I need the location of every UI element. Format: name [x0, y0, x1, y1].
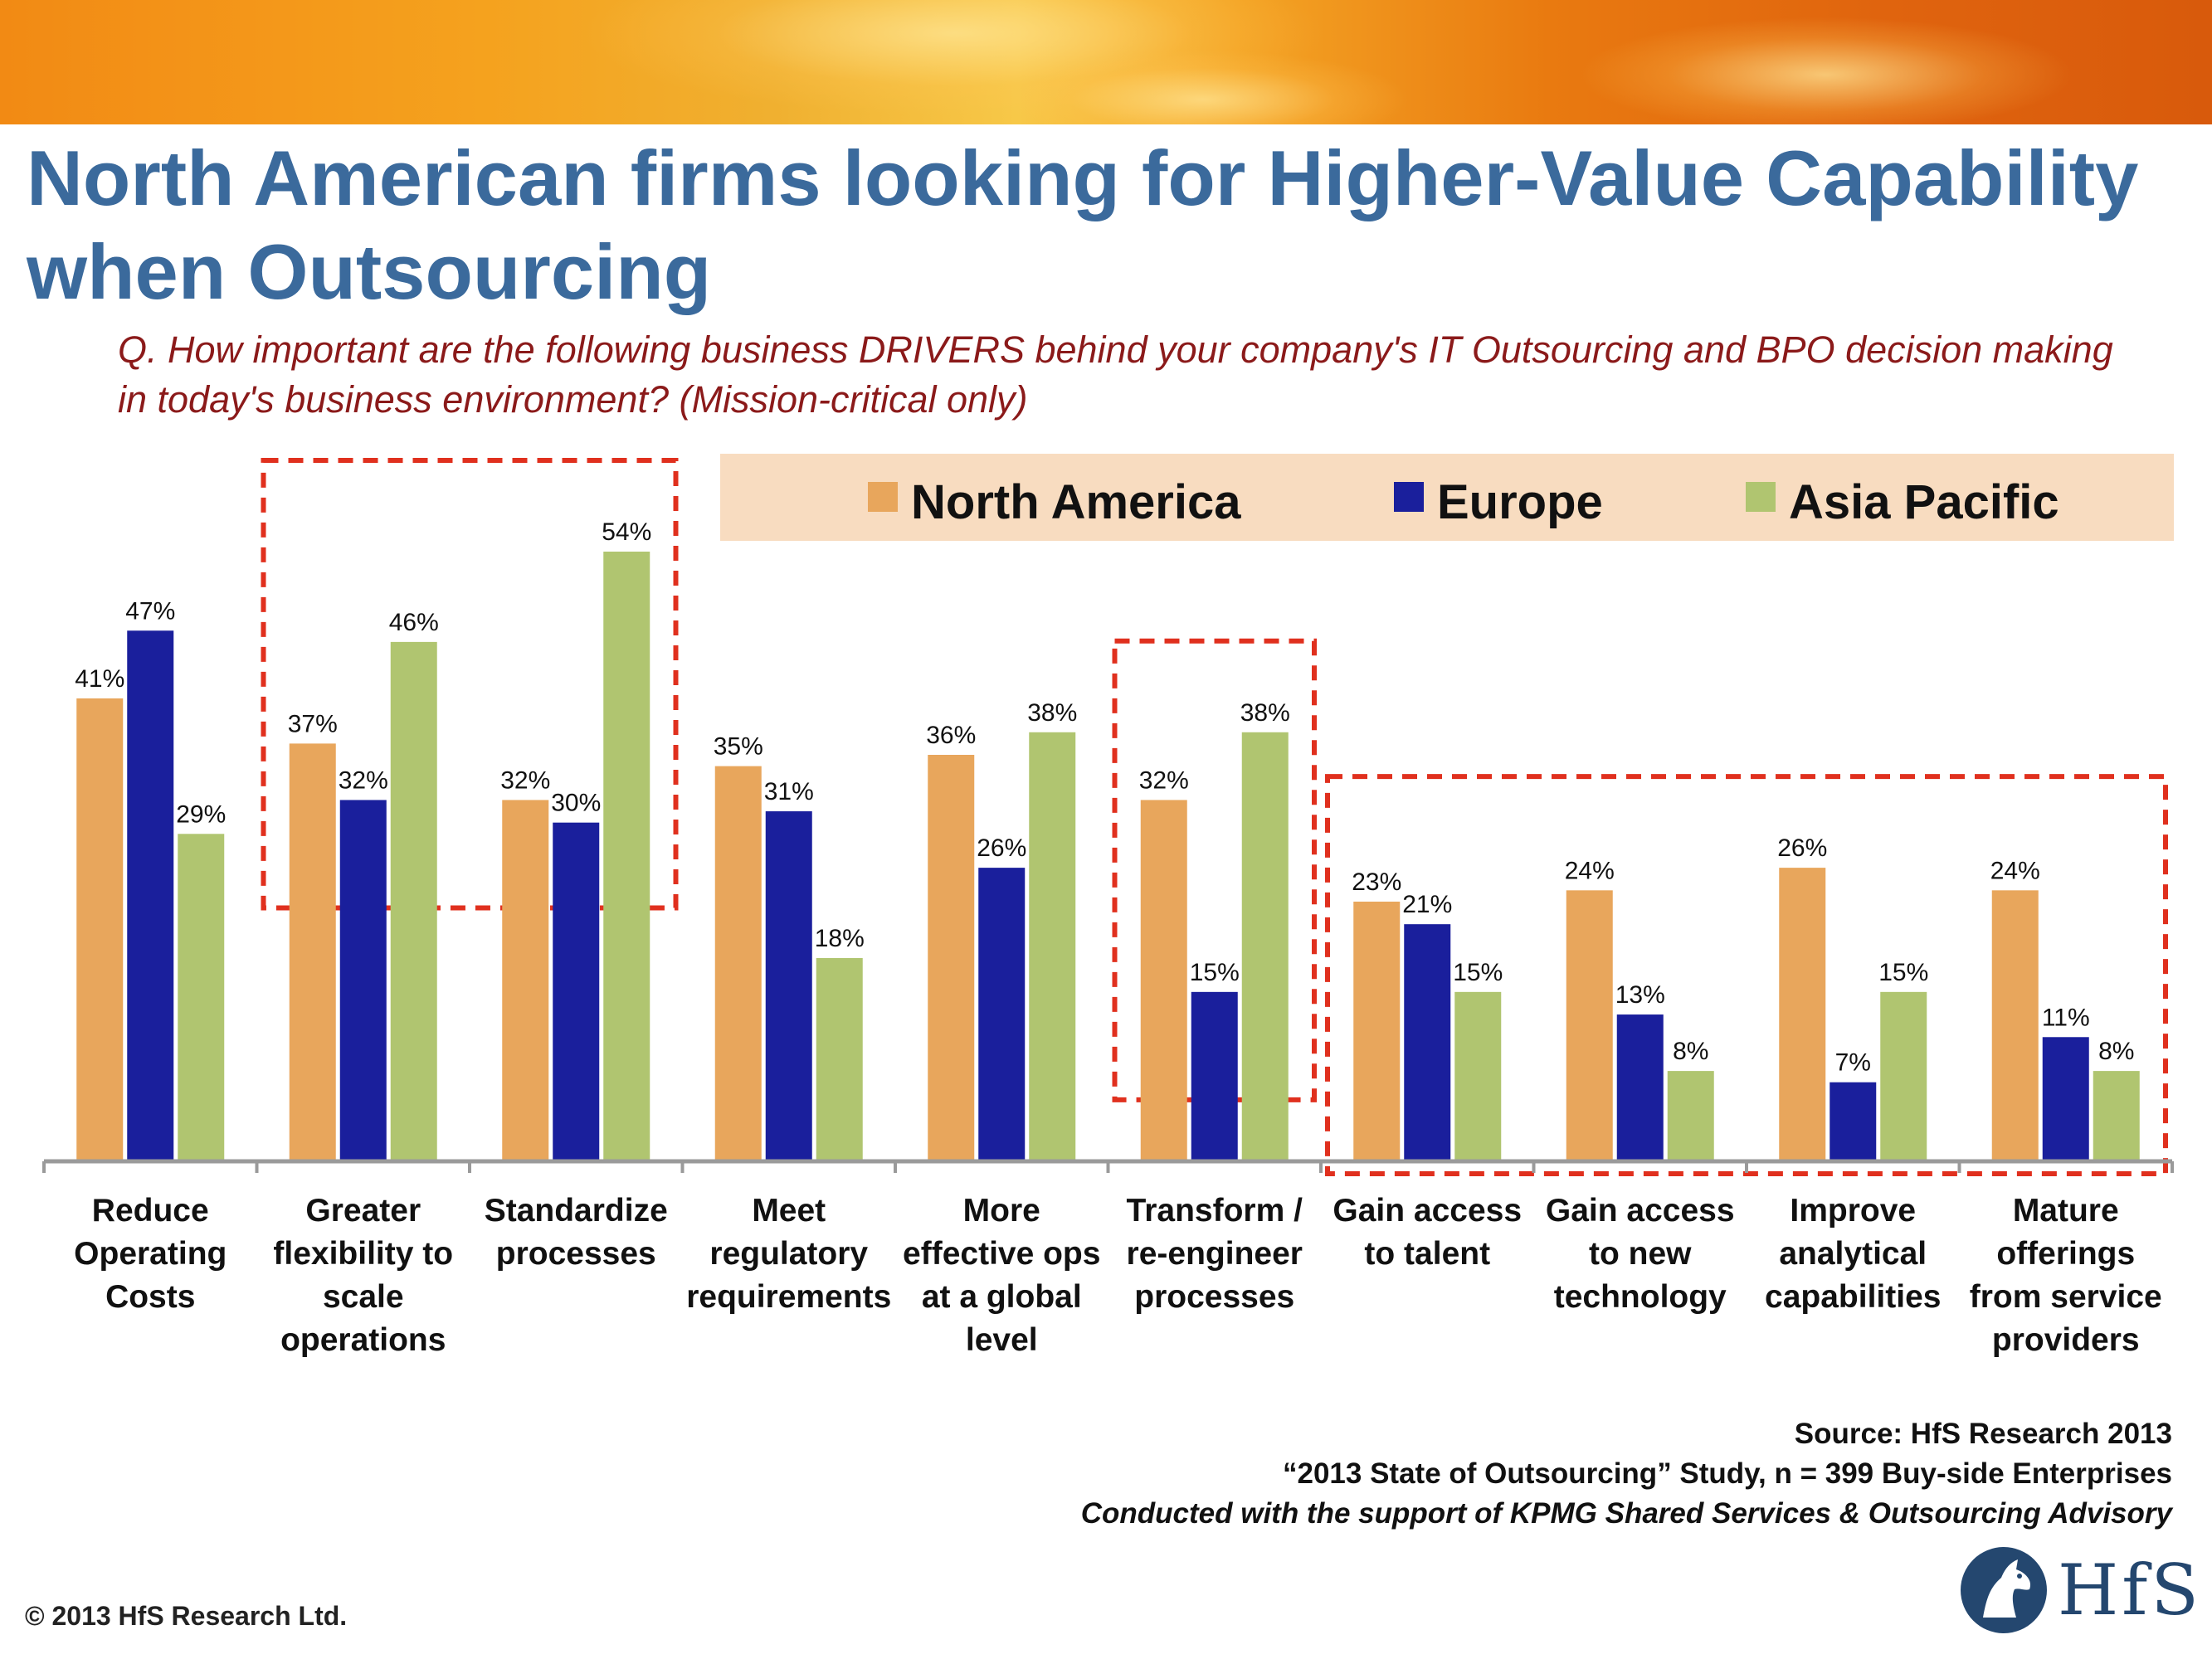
data-label: 30% [551, 790, 601, 817]
data-label: 37% [288, 710, 338, 737]
data-label: 24% [1565, 857, 1615, 884]
copyright-notice: © 2013 HfS Research Ltd. [25, 1601, 348, 1631]
data-label: 15% [1453, 959, 1503, 986]
category-label: Greater flexibility to scale operations [273, 1193, 453, 1358]
bar [2042, 1037, 2089, 1161]
bar [1241, 732, 1289, 1161]
bar [1454, 991, 1502, 1161]
legend-background [720, 454, 2174, 541]
horse-head-icon [1961, 1547, 2047, 1633]
bar [1404, 924, 1451, 1161]
bar [1191, 991, 1238, 1161]
category-label: Meet regulatory requirements [686, 1193, 891, 1315]
data-label: 15% [1878, 959, 1928, 986]
category-label: More effective ops at a global level [903, 1193, 1100, 1358]
bar [1779, 868, 1826, 1161]
bar [1616, 1014, 1664, 1161]
data-label: 24% [1990, 857, 2040, 884]
hfs-logo: HfS [1958, 1545, 2199, 1636]
bar [1140, 800, 1187, 1161]
bar [390, 641, 437, 1161]
data-label: 38% [1240, 699, 1290, 727]
page-title: North American firms looking for Higher-… [27, 134, 2139, 315]
category-label: Mature offerings from service providers [1970, 1193, 2162, 1358]
grouped-bar-chart: 41%37%32%35% 36%32%23% 24%26%24%47%32%30% 3… [42, 454, 2174, 1358]
study-line: “2013 State of Outsourcing” Study, n = 3… [1282, 1457, 2172, 1490]
data-label: 21% [1402, 891, 1452, 918]
data-label: 8% [2098, 1038, 2134, 1065]
data-label: 47% [125, 597, 175, 625]
category-label: Gain access to talent [1333, 1193, 1522, 1272]
category-label: Standardize processes [485, 1193, 668, 1272]
bar [1667, 1071, 1714, 1161]
bar [553, 822, 600, 1161]
data-label: 23% [1352, 868, 1401, 896]
bar [928, 755, 975, 1161]
legend-swatch [1746, 482, 1776, 512]
data-label: 29% [176, 800, 226, 828]
support-line: Conducted with the support of KPMG Share… [1080, 1497, 2172, 1530]
data-label: 41% [75, 665, 124, 693]
bar [1029, 732, 1076, 1161]
bar [1566, 890, 1613, 1161]
bar [127, 630, 174, 1161]
data-label: 54% [602, 518, 651, 546]
bar [2093, 1071, 2140, 1161]
bar [1353, 901, 1401, 1161]
category-label: Transform / re-engineer processes [1127, 1193, 1303, 1315]
source-line: Source: HfS Research 2013 [1794, 1418, 2172, 1450]
data-label: 46% [389, 609, 439, 636]
data-label: 35% [714, 733, 763, 761]
data-label: 32% [1139, 766, 1189, 794]
bar [816, 958, 863, 1161]
data-label: 11% [2042, 1004, 2090, 1031]
category-label: Gain access to new technology [1546, 1193, 1735, 1315]
bar [1991, 890, 2039, 1161]
survey-question: Q. How important are the following busin… [118, 328, 2113, 421]
bar [76, 698, 124, 1161]
highlight-box [1325, 774, 2168, 1176]
bar [178, 834, 225, 1161]
data-label: 32% [500, 766, 550, 794]
bar [1830, 1082, 1877, 1161]
data-label: 18% [815, 925, 865, 952]
bar [765, 811, 812, 1161]
data-label: 13% [1615, 981, 1665, 1009]
bar [339, 800, 387, 1161]
data-label: 36% [926, 722, 976, 749]
header-banner [0, 0, 2212, 124]
bar [603, 552, 650, 1161]
data-label: 8% [1673, 1038, 1708, 1065]
data-label: 26% [1777, 834, 1827, 862]
highlight-box [261, 458, 679, 911]
data-label: 15% [1190, 959, 1240, 986]
bar [714, 766, 762, 1161]
data-label: 31% [764, 778, 814, 805]
bar [502, 800, 549, 1161]
category-label: Improve analytical capabilities [1765, 1193, 1941, 1315]
bar [289, 743, 336, 1161]
source-notes: Source: HfS Research 2013 “2013 State of… [1081, 1414, 2172, 1534]
data-label: 32% [339, 766, 388, 794]
category-label: Reduce Operating Costs [74, 1193, 227, 1315]
data-label: 38% [1027, 699, 1077, 727]
legend-label: North America [911, 475, 1241, 529]
bar [978, 868, 1026, 1161]
legend-swatch [1394, 482, 1424, 512]
data-label: 7% [1835, 1049, 1871, 1077]
data-label: 26% [977, 834, 1026, 862]
legend-swatch [868, 482, 898, 512]
bar [1880, 991, 1927, 1161]
legend-label: Asia Pacific [1789, 475, 2059, 529]
legend-label: Europe [1437, 475, 1603, 529]
logo-text: HfS [2058, 1550, 2202, 1631]
